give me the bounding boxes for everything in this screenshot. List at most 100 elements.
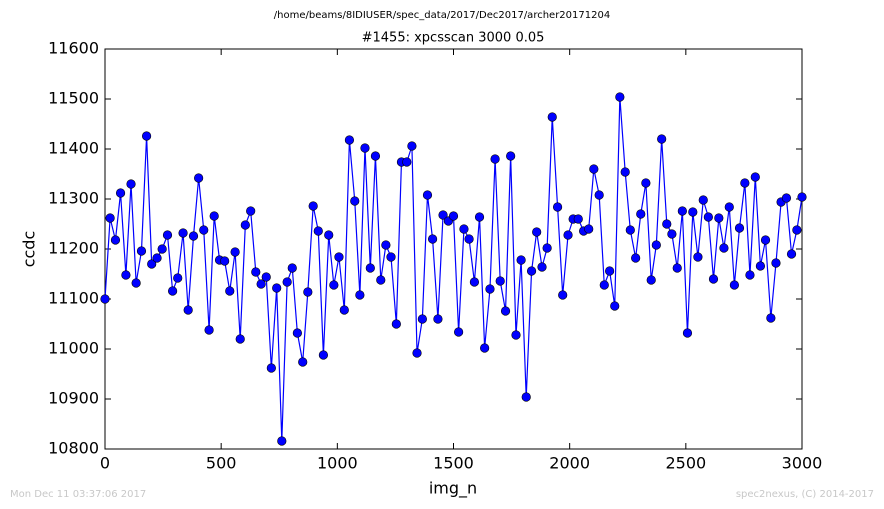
data-point xyxy=(657,134,667,144)
data-point xyxy=(797,192,807,202)
data-point xyxy=(194,173,204,183)
data-point xyxy=(157,244,167,254)
data-point xyxy=(573,214,583,224)
y-tick-label: 11600 xyxy=(48,39,99,58)
data-point xyxy=(490,154,500,164)
data-point xyxy=(282,277,292,287)
x-axis-label: img_n xyxy=(429,479,477,499)
data-point xyxy=(537,262,547,272)
data-point xyxy=(110,235,121,245)
data-point xyxy=(178,228,188,238)
data-point xyxy=(303,287,313,297)
data-point xyxy=(412,348,422,358)
data-point xyxy=(688,207,698,217)
data-point xyxy=(766,313,776,323)
data-point xyxy=(141,131,152,141)
data-point xyxy=(188,231,199,241)
data-point xyxy=(511,330,521,340)
data-point xyxy=(220,256,230,266)
x-tick-label: 1000 xyxy=(317,454,358,473)
data-point xyxy=(698,195,708,205)
data-point xyxy=(360,143,370,153)
data-point xyxy=(719,243,729,253)
data-point xyxy=(204,325,214,335)
data-point xyxy=(417,314,427,324)
data-point xyxy=(755,261,766,271)
data-point xyxy=(376,275,386,285)
data-point xyxy=(136,246,147,256)
y-tick-label: 11300 xyxy=(48,189,99,208)
data-point xyxy=(610,301,620,311)
data-point xyxy=(740,178,750,188)
data-point xyxy=(594,190,604,200)
data-point xyxy=(287,263,297,273)
data-point xyxy=(469,277,480,287)
data-point xyxy=(558,290,568,300)
data-point xyxy=(277,436,287,446)
data-point xyxy=(480,343,490,353)
y-tick-label: 11200 xyxy=(48,239,99,258)
data-point xyxy=(334,252,344,262)
y-tick-label: 10800 xyxy=(48,439,99,458)
data-point xyxy=(620,167,630,177)
data-point xyxy=(115,188,126,198)
data-point xyxy=(584,224,594,234)
x-tick-label: 1500 xyxy=(433,454,474,473)
data-point xyxy=(370,151,381,161)
data-point xyxy=(298,357,308,367)
data-point xyxy=(105,213,115,223)
data-point xyxy=(459,224,469,234)
data-point xyxy=(121,270,131,280)
x-tick-label: 2500 xyxy=(665,454,706,473)
data-point xyxy=(724,202,734,212)
data-point xyxy=(714,213,724,223)
data-point xyxy=(433,314,443,324)
data-point xyxy=(422,190,433,200)
data-point xyxy=(516,255,526,265)
y-tick-label: 10900 xyxy=(48,389,99,408)
data-point xyxy=(552,202,563,212)
data-point xyxy=(485,284,495,294)
data-point xyxy=(355,290,365,300)
data-point xyxy=(521,392,531,402)
data-point xyxy=(631,253,641,263)
data-point xyxy=(605,266,615,276)
data-point xyxy=(526,266,537,276)
data-point xyxy=(792,225,802,235)
data-point xyxy=(786,249,797,259)
data-point xyxy=(183,305,193,315)
data-point xyxy=(318,350,328,360)
data-point xyxy=(131,278,141,288)
data-point xyxy=(729,280,739,290)
data-point xyxy=(256,279,266,289)
data-point xyxy=(682,328,693,338)
data-point xyxy=(126,179,136,189)
data-point xyxy=(693,252,703,262)
data-point xyxy=(641,178,651,188)
data-point xyxy=(199,225,209,235)
data-point xyxy=(599,280,609,290)
data-point xyxy=(391,319,401,329)
data-point xyxy=(100,294,110,304)
data-point xyxy=(474,212,485,222)
data-point xyxy=(745,270,755,280)
data-point xyxy=(495,276,505,286)
data-point xyxy=(147,259,157,269)
data-point xyxy=(464,234,474,244)
data-point xyxy=(651,240,661,250)
x-tick-label: 0 xyxy=(100,454,110,473)
data-point xyxy=(339,305,349,315)
data-point xyxy=(402,157,412,167)
header: /home/beams/8IDIUSER/spec_data/2017/Dec2… xyxy=(274,10,610,21)
data-point xyxy=(261,272,271,282)
data-point xyxy=(438,210,448,220)
data-point xyxy=(542,243,552,253)
y-tick-label: 11000 xyxy=(48,339,99,358)
data-point xyxy=(230,247,240,257)
data-point xyxy=(365,263,375,273)
data-point xyxy=(272,283,282,293)
data-point xyxy=(246,206,256,216)
x-tick-label: 2000 xyxy=(549,454,590,473)
data-point xyxy=(547,112,557,122)
footer-timestamp: Mon Dec 11 03:37:06 2017 xyxy=(10,489,146,500)
